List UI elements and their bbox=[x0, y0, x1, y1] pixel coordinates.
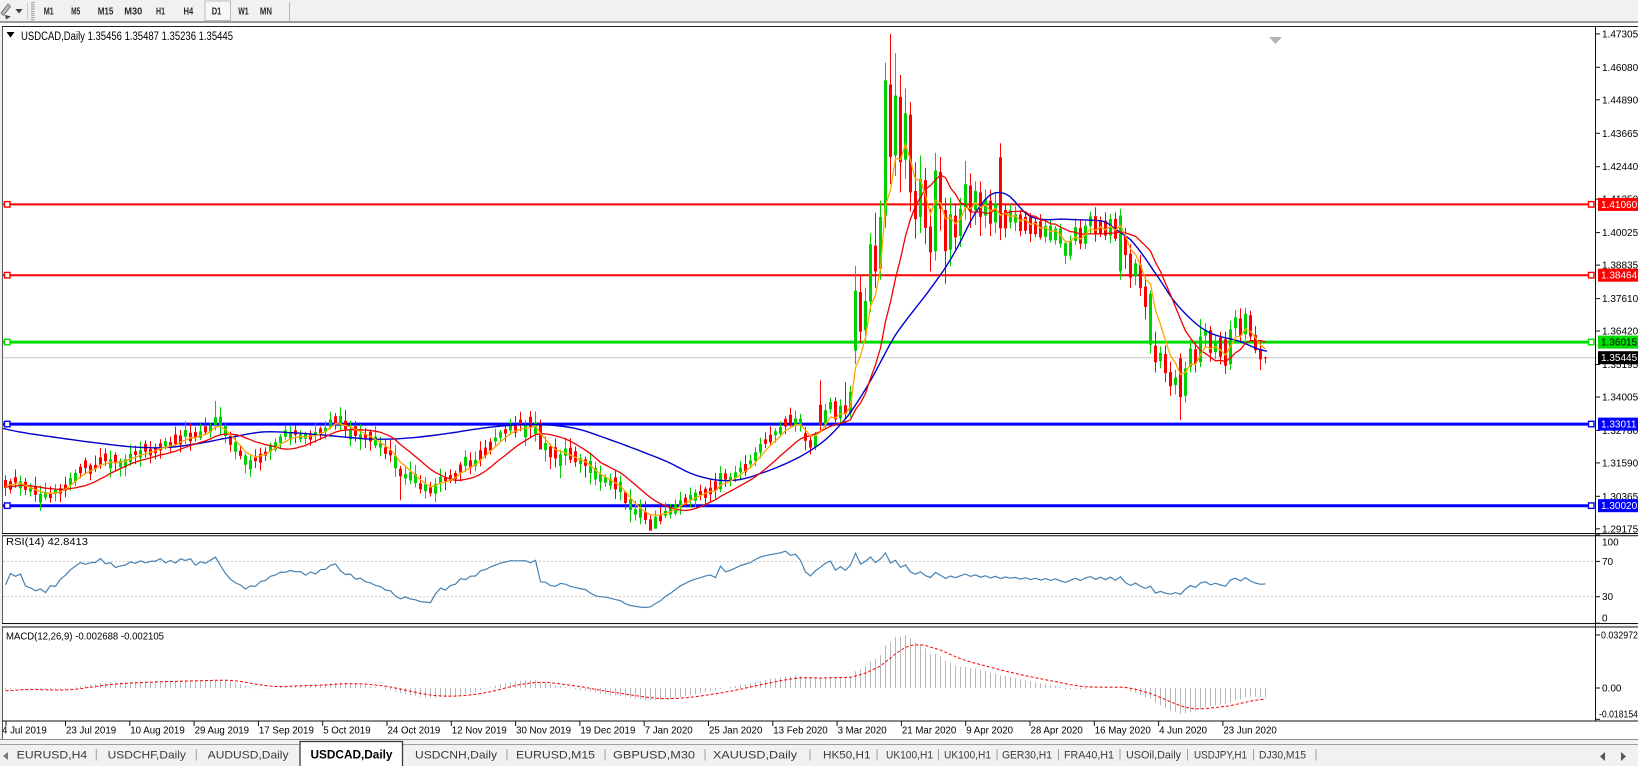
svg-text:70: 70 bbox=[1602, 557, 1614, 568]
svg-text:USDCAD,Daily 1.35456 1.35487: USDCAD,Daily 1.35456 1.35487 1.35236 1.3… bbox=[21, 31, 233, 43]
svg-text:M5: M5 bbox=[71, 7, 80, 18]
svg-text:W1: W1 bbox=[238, 7, 249, 18]
svg-text:|: | bbox=[1119, 749, 1122, 761]
svg-text:|: | bbox=[704, 749, 707, 761]
svg-text:4 Jul 2019: 4 Jul 2019 bbox=[2, 726, 47, 737]
svg-text:|: | bbox=[1315, 749, 1318, 761]
svg-text:USDCHF,Daily: USDCHF,Daily bbox=[108, 750, 187, 762]
svg-text:1.38835: 1.38835 bbox=[1602, 261, 1638, 272]
svg-text:7 Jan 2020: 7 Jan 2020 bbox=[645, 726, 694, 737]
svg-text:25 Jan 2020: 25 Jan 2020 bbox=[709, 726, 763, 737]
svg-text:4 Jun 2020: 4 Jun 2020 bbox=[1159, 726, 1208, 737]
svg-text:1.35195: 1.35195 bbox=[1602, 360, 1638, 371]
svg-text:0.00: 0.00 bbox=[1602, 684, 1622, 695]
svg-text:0.032972: 0.032972 bbox=[1601, 631, 1638, 642]
svg-text:1.38464: 1.38464 bbox=[1601, 271, 1638, 282]
svg-text:17 Sep 2019: 17 Sep 2019 bbox=[259, 726, 314, 737]
svg-text:100: 100 bbox=[1602, 538, 1619, 549]
svg-text:1.40025: 1.40025 bbox=[1602, 228, 1638, 239]
svg-text:1.41060: 1.41060 bbox=[1601, 200, 1638, 211]
svg-text:|: | bbox=[876, 749, 879, 761]
svg-text:1.43665: 1.43665 bbox=[1602, 129, 1638, 140]
svg-text:1.36420: 1.36420 bbox=[1602, 327, 1638, 338]
svg-text:1.29175: 1.29175 bbox=[1602, 524, 1638, 535]
svg-text:13 Feb 2020: 13 Feb 2020 bbox=[773, 726, 828, 737]
svg-text:|: | bbox=[95, 749, 98, 761]
svg-text:USDCNH,Daily: USDCNH,Daily bbox=[415, 750, 498, 762]
svg-text:H4: H4 bbox=[184, 7, 194, 18]
svg-text:RSI(14) 42.8413: RSI(14) 42.8413 bbox=[6, 536, 88, 548]
svg-text:1.30365: 1.30365 bbox=[1602, 492, 1638, 503]
svg-text:|: | bbox=[809, 749, 812, 761]
svg-text:EURUSD,M15: EURUSD,M15 bbox=[516, 750, 595, 762]
svg-text:|: | bbox=[604, 749, 607, 761]
svg-text:24 Oct 2019: 24 Oct 2019 bbox=[388, 726, 441, 737]
svg-text:29 Aug 2019: 29 Aug 2019 bbox=[195, 726, 249, 737]
svg-text:EURUSD,H4: EURUSD,H4 bbox=[17, 750, 88, 762]
svg-text:23 Jul 2019: 23 Jul 2019 bbox=[66, 726, 116, 737]
svg-text:1.31590: 1.31590 bbox=[1602, 458, 1638, 469]
svg-text:1.30020: 1.30020 bbox=[1601, 501, 1638, 512]
svg-text:1.42440: 1.42440 bbox=[1602, 162, 1638, 173]
svg-text:D1: D1 bbox=[212, 7, 222, 18]
svg-text:UK100,H1: UK100,H1 bbox=[886, 750, 933, 762]
svg-text:9 Apr 2020: 9 Apr 2020 bbox=[966, 726, 1013, 737]
svg-text:30 Nov 2019: 30 Nov 2019 bbox=[516, 726, 571, 737]
svg-text:M1: M1 bbox=[44, 7, 54, 18]
svg-text:MN: MN bbox=[260, 7, 272, 18]
svg-text:USDCAD,Daily: USDCAD,Daily bbox=[311, 750, 394, 762]
svg-text:0: 0 bbox=[1602, 614, 1608, 625]
svg-text:10 Aug 2019: 10 Aug 2019 bbox=[130, 726, 184, 737]
svg-text:|: | bbox=[937, 749, 940, 761]
svg-text:HK50,H1: HK50,H1 bbox=[823, 750, 871, 762]
svg-text:|: | bbox=[1057, 749, 1060, 761]
svg-text:12 Nov 2019: 12 Nov 2019 bbox=[452, 726, 507, 737]
svg-text:GER30,H1: GER30,H1 bbox=[1002, 750, 1052, 762]
svg-text:FRA40,H1: FRA40,H1 bbox=[1064, 750, 1114, 762]
svg-text:1.46080: 1.46080 bbox=[1602, 63, 1638, 74]
svg-text:XAUUSD,Daily: XAUUSD,Daily bbox=[713, 750, 798, 762]
svg-text:|: | bbox=[996, 749, 999, 761]
svg-text:1.47305: 1.47305 bbox=[1602, 29, 1638, 40]
svg-text:MACD(12,26,9) -0.002688 -0.002: MACD(12,26,9) -0.002688 -0.002105 bbox=[6, 631, 164, 643]
svg-text:19 Dec 2019: 19 Dec 2019 bbox=[580, 726, 635, 737]
svg-text:1.35445: 1.35445 bbox=[1601, 353, 1638, 364]
svg-text:UK100,H1: UK100,H1 bbox=[944, 750, 991, 762]
svg-text:GBPUSD,M30: GBPUSD,M30 bbox=[613, 750, 695, 762]
svg-text:1.34005: 1.34005 bbox=[1602, 393, 1638, 404]
svg-text:5 Oct 2019: 5 Oct 2019 bbox=[323, 726, 370, 737]
svg-text:|: | bbox=[1186, 749, 1189, 761]
svg-text:21 Mar 2020: 21 Mar 2020 bbox=[902, 726, 957, 737]
svg-text:16 May 2020: 16 May 2020 bbox=[1095, 726, 1152, 737]
svg-text:1.33011: 1.33011 bbox=[1601, 420, 1637, 431]
svg-text:USOil,Daily: USOil,Daily bbox=[1126, 750, 1181, 762]
svg-text:30: 30 bbox=[1602, 592, 1614, 603]
svg-text:M30: M30 bbox=[124, 7, 142, 18]
svg-text:28 Apr 2020: 28 Apr 2020 bbox=[1031, 726, 1084, 737]
svg-text:|: | bbox=[506, 749, 509, 761]
svg-text:M15: M15 bbox=[98, 7, 114, 18]
svg-text:|: | bbox=[1252, 749, 1255, 761]
svg-text:AUDUSD,Daily: AUDUSD,Daily bbox=[208, 750, 289, 762]
svg-text:23 Jun 2020: 23 Jun 2020 bbox=[1223, 726, 1277, 737]
svg-text:1.32780: 1.32780 bbox=[1602, 426, 1638, 437]
svg-text:|: | bbox=[195, 749, 198, 761]
svg-text:3 Mar 2020: 3 Mar 2020 bbox=[838, 726, 888, 737]
svg-text:1.37610: 1.37610 bbox=[1602, 294, 1638, 305]
svg-text:1.36015: 1.36015 bbox=[1601, 338, 1638, 349]
svg-text:USDJPY,H1: USDJPY,H1 bbox=[1194, 750, 1247, 762]
svg-text:H1: H1 bbox=[156, 7, 165, 18]
svg-text:DJ30,M15: DJ30,M15 bbox=[1259, 750, 1306, 762]
svg-text:1.44890: 1.44890 bbox=[1602, 95, 1638, 106]
svg-text:-0.018154: -0.018154 bbox=[1599, 710, 1638, 721]
